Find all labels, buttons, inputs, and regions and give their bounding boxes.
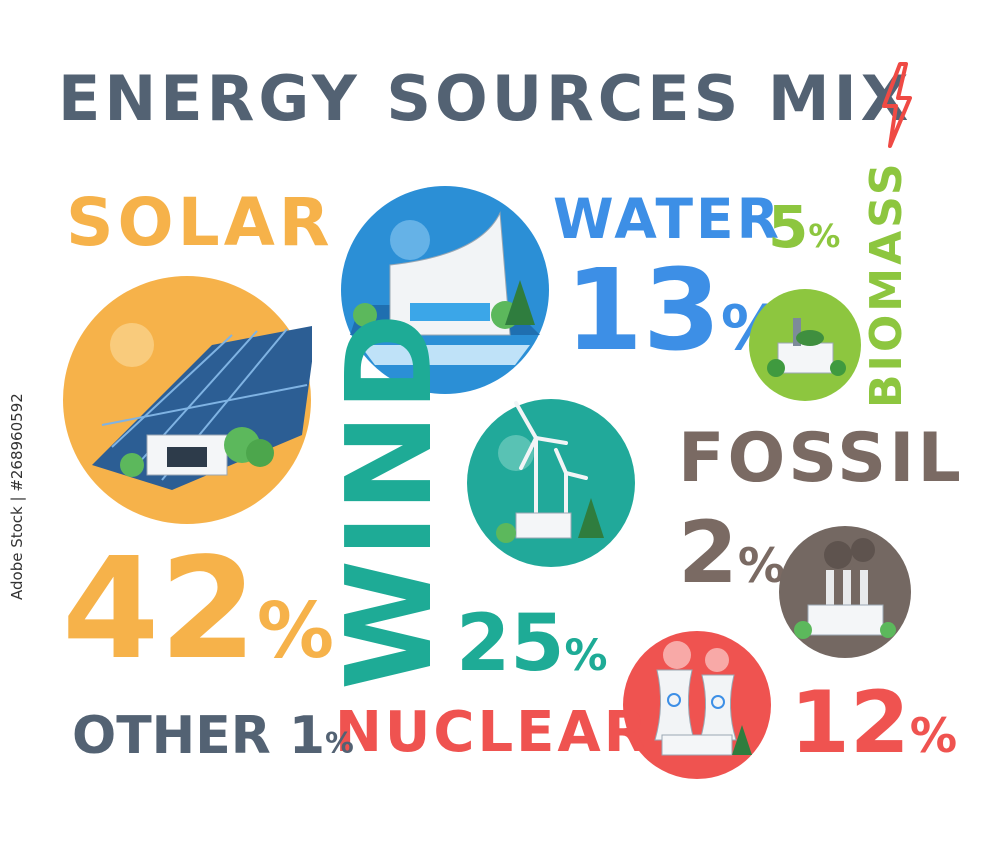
water-number: 13 <box>565 246 721 376</box>
nuclear-plant-icon <box>622 630 772 780</box>
nuclear-unit: % <box>909 709 958 764</box>
wind-number: 25 <box>456 599 565 689</box>
biomass-label: BIOMASS <box>861 160 912 408</box>
fossil-number: 2 <box>678 503 738 603</box>
solar-label: SOLAR <box>66 184 334 261</box>
water-label: WATER <box>553 187 782 251</box>
other-number: 1 <box>288 706 326 766</box>
biomass-unit: % <box>808 217 841 255</box>
nuclear-label: NUCLEAR <box>335 700 650 765</box>
wind-unit: % <box>564 631 608 681</box>
page-title: ENERGY SOURCES MIX <box>58 68 912 130</box>
biomass-value: 5% <box>768 198 840 256</box>
other-label: OTHER <box>72 706 271 766</box>
other-block: OTHER 1% <box>72 710 354 762</box>
other-unit: % <box>325 726 354 760</box>
nuclear-value: 12% <box>790 680 957 766</box>
lightning-bolt-icon <box>878 62 914 148</box>
stock-watermark: Adobe Stock | #268960592 <box>8 393 26 600</box>
solar-number: 42 <box>62 528 257 691</box>
fossil-unit: % <box>737 539 786 594</box>
title-text: ENERGY SOURCES MIX <box>58 62 913 135</box>
nuclear-number: 12 <box>790 673 910 773</box>
hydro-dam-icon <box>340 185 550 395</box>
wind-value: 25% <box>456 605 608 683</box>
wind-farm-icon <box>466 398 636 568</box>
solar-value: 42% <box>62 540 334 680</box>
solar-plant-icon <box>62 275 312 525</box>
fossil-value: 2% <box>678 510 785 596</box>
solar-unit: % <box>256 587 334 676</box>
fossil-label: FOSSIL <box>678 419 964 498</box>
wind-label: WIND <box>320 311 458 690</box>
biomass-number: 5 <box>768 193 809 261</box>
biomass-plant-icon <box>748 288 862 402</box>
fossil-plant-icon <box>778 525 913 660</box>
